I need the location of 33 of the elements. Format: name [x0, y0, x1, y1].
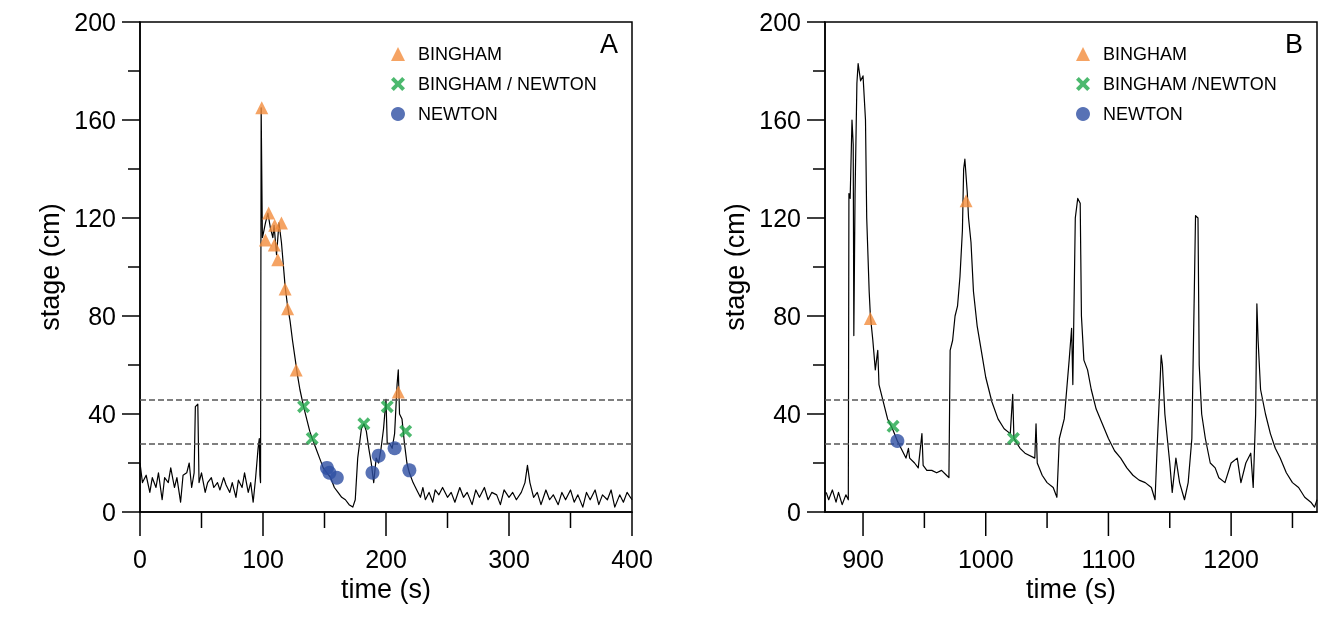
y-tick-label: 40 — [88, 400, 116, 428]
y-tick-label: 160 — [759, 106, 801, 134]
legend-label: NEWTON — [1103, 104, 1183, 124]
legend-label: NEWTON — [418, 104, 498, 124]
x-axis-title: time (s) — [341, 574, 431, 605]
legend-label: BINGHAM — [1103, 44, 1188, 64]
x-tick-label: 300 — [488, 544, 530, 573]
x-tick-label: 1100 — [1081, 544, 1136, 573]
y-tick-label: 120 — [759, 204, 801, 232]
y-tick-label: 160 — [74, 106, 116, 134]
legend-label: BINGHAM — [418, 44, 503, 64]
x-tick-label: 200 — [365, 544, 407, 573]
y-tick-label: 0 — [102, 498, 116, 526]
x-tick-label: 900 — [842, 544, 884, 573]
legend-label: BINGHAM / NEWTON — [418, 74, 597, 94]
y-axis-title: stage (cm) — [719, 203, 750, 331]
annotation: B — [1285, 28, 1304, 59]
y-tick-label: 40 — [773, 400, 801, 428]
x-tick-label: 100 — [242, 544, 284, 573]
y-tick-label: 80 — [773, 302, 801, 330]
y-tick-label: 0 — [787, 498, 801, 526]
x-tick-label: 400 — [611, 544, 653, 573]
y-tick-label: 200 — [74, 8, 116, 36]
y-tick-label: 80 — [88, 302, 116, 330]
y-tick-label: 200 — [759, 8, 801, 36]
y-tick-label: 120 — [74, 204, 116, 232]
annotation: A — [600, 28, 619, 59]
x-axis-title: time (s) — [1026, 574, 1116, 605]
x-tick-label: 0 — [133, 544, 147, 573]
legend-label: BINGHAM /NEWTON — [1103, 74, 1277, 94]
x-tick-label: 1200 — [1203, 544, 1259, 573]
x-tick-label: 1000 — [957, 544, 1014, 573]
y-axis-title: stage (cm) — [34, 203, 65, 331]
